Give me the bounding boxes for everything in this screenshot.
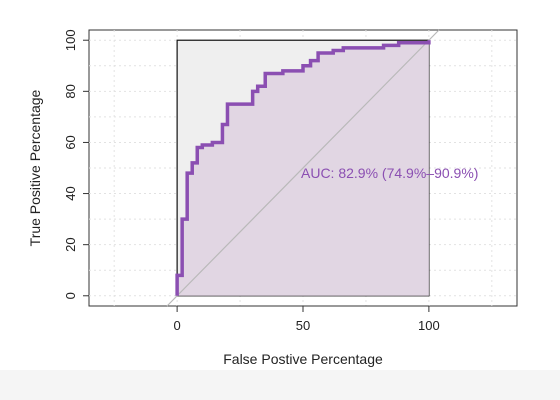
roc-curve-line xyxy=(175,40,431,296)
reference-diagonal xyxy=(166,29,440,307)
y-tick-label: 60 xyxy=(63,135,78,149)
y-tick-label: 80 xyxy=(63,84,78,98)
y-tick-label: 100 xyxy=(63,29,78,51)
x-axis-label: False Postive Percentage xyxy=(223,351,383,367)
x-axis-ticks: 0 50 100 xyxy=(174,305,440,333)
roc-chart: 0 50 100 0 20 40 60 80 100 False Postive Percen… xyxy=(27,29,518,367)
y-axis-label: True Positive Percentage xyxy=(27,89,43,246)
y-axis-ticks: 0 20 40 60 80 100 xyxy=(63,29,89,299)
x-tick-label: 0 xyxy=(174,318,181,333)
y-tick-label: 20 xyxy=(63,237,78,251)
auc-annotation: AUC: 82.9% (74.9%–90.9%) xyxy=(301,165,478,181)
x-tick-label: 100 xyxy=(418,318,440,333)
y-tick-label: 40 xyxy=(63,186,78,200)
y-tick-label: 0 xyxy=(63,292,78,299)
roc-curve xyxy=(175,40,431,296)
footer-band xyxy=(0,370,560,400)
x-tick-label: 50 xyxy=(296,318,310,333)
diagonal-line xyxy=(166,29,440,307)
